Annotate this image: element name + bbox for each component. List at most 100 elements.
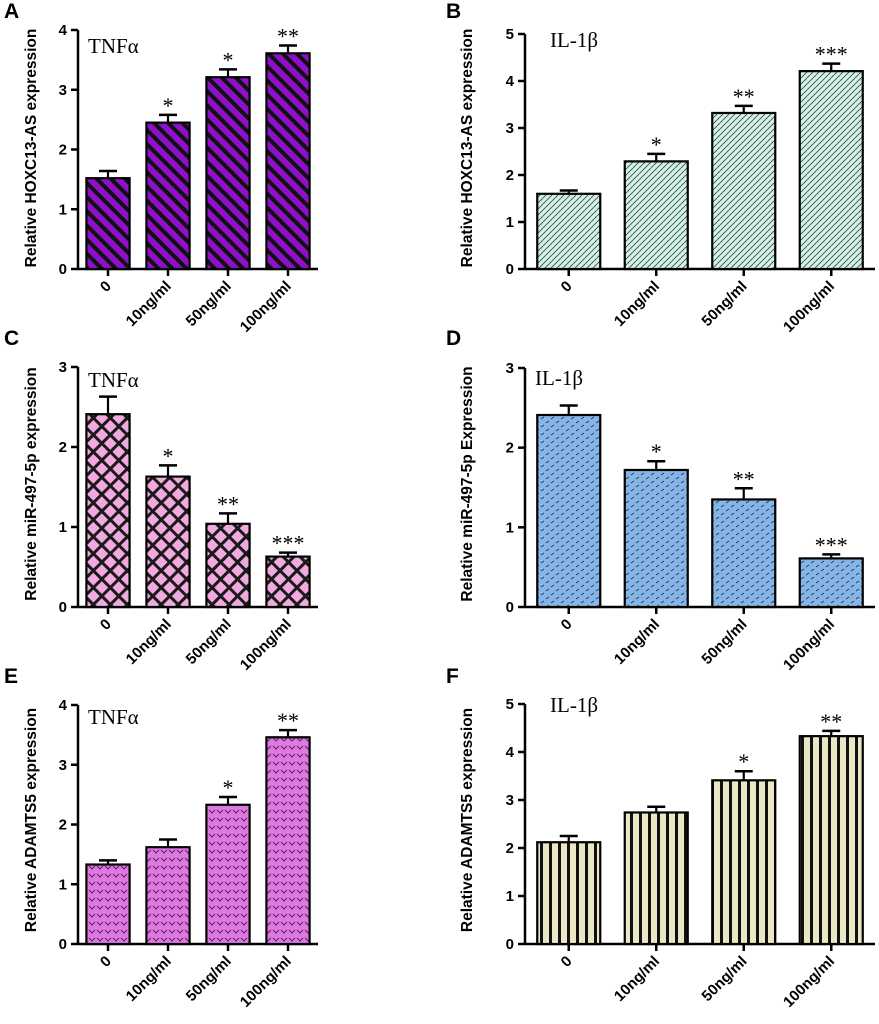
bar-50ng-ml — [711, 498, 777, 609]
chart-title: IL-1β — [550, 693, 598, 717]
y-tick-label: 1 — [506, 214, 514, 231]
y-tick-label: 4 — [59, 22, 68, 39]
x-tick-label: 50ng/ml — [698, 616, 750, 668]
x-tick-label: 100ng/ml — [780, 278, 838, 336]
bar-50ng-ml — [205, 522, 251, 609]
y-axis-label: Relative ADAMTS5 expression — [459, 708, 476, 932]
y-tick-label: 3 — [59, 757, 67, 774]
y-tick-label: 2 — [59, 439, 67, 456]
y-tick-label: 4 — [506, 744, 515, 761]
y-axis-label: Relative HOXC13-AS expression — [459, 29, 476, 268]
y-tick-label: 3 — [506, 120, 514, 137]
y-tick-label: 3 — [59, 359, 67, 376]
plot-area: 0 1 2 3 4 5 0 10ng/ml * 50ng/ml ** 100ng/ml *** — [506, 26, 875, 336]
x-tick-label: 100ng/ml — [780, 953, 838, 1011]
plot-area: 0 1 2 3 4 0 10ng/ml 50ng/ml * 100ng/ml ** — [59, 697, 318, 1011]
y-tick-label: 3 — [506, 792, 514, 809]
chart-title: IL-1β — [550, 28, 598, 52]
y-tick-label: 0 — [59, 599, 67, 616]
significance-label: ** — [277, 24, 299, 49]
bar-10ng-ml — [623, 811, 689, 946]
panel-letter: B — [446, 0, 461, 23]
chart-title: IL-1β — [535, 366, 583, 390]
x-tick-label: 50ng/ml — [698, 953, 750, 1005]
y-tick-label: 1 — [506, 888, 514, 905]
y-tick-label: 1 — [59, 876, 67, 893]
y-tick-label: 1 — [59, 201, 67, 218]
y-tick-label: 2 — [59, 817, 67, 834]
significance-label: * — [223, 775, 234, 800]
bar-50ng-ml — [205, 76, 251, 271]
y-tick-label: 0 — [59, 936, 67, 953]
bar-0 — [536, 413, 602, 609]
panel-B: B Relative HOXC13-AS expression IL-1β 0 1… — [446, 0, 875, 336]
bar-100ng-ml — [265, 555, 311, 609]
x-tick-label: 10ng/ml — [123, 616, 175, 668]
panel-letter: E — [4, 665, 18, 688]
x-tick-label: 10ng/ml — [611, 278, 663, 330]
plot-area: 0 1 2 3 0 10ng/ml * 50ng/ml ** 100ng/ml *** — [506, 360, 875, 674]
y-axis-label: Relative miR-497-5p expression — [23, 367, 40, 600]
bar-0 — [85, 177, 131, 271]
significance-label: * — [163, 443, 174, 468]
significance-label: *** — [815, 42, 848, 67]
bar-100ng-ml — [798, 557, 864, 609]
x-tick-label: 50ng/ml — [183, 278, 235, 330]
significance-label: ** — [733, 466, 755, 491]
x-tick-label: 50ng/ml — [183, 616, 235, 668]
plot-area: 0 1 2 3 4 0 10ng/ml * 50ng/ml * 100ng/ml ** — [59, 22, 318, 336]
chart-title: TNFα — [88, 705, 139, 729]
x-tick-label: 100ng/ml — [237, 616, 295, 674]
y-tick-label: 2 — [506, 840, 514, 857]
x-tick-label: 0 — [97, 953, 115, 971]
bar-10ng-ml — [145, 121, 191, 271]
y-tick-label: 1 — [59, 519, 67, 536]
panel-D: D Relative miR-497-5p Expression IL-1β 0… — [446, 327, 875, 674]
y-tick-label: 0 — [506, 261, 514, 278]
bar-10ng-ml — [623, 468, 689, 609]
x-tick-label: 10ng/ml — [611, 616, 663, 668]
x-tick-label: 100ng/ml — [780, 616, 838, 674]
significance-label: ** — [217, 491, 239, 516]
bar-0 — [536, 192, 602, 271]
y-axis-label: Relative HOXC13-AS expression — [23, 29, 40, 268]
y-tick-label: 5 — [506, 26, 514, 43]
significance-label: * — [651, 439, 662, 464]
y-tick-label: 4 — [59, 697, 68, 714]
x-tick-label: 50ng/ml — [698, 278, 750, 330]
y-tick-label: 2 — [59, 142, 67, 159]
bar-10ng-ml — [145, 846, 191, 946]
y-tick-label: 5 — [506, 696, 514, 713]
chart-title: TNFα — [88, 34, 139, 58]
bar-50ng-ml — [711, 111, 777, 271]
significance-label: * — [163, 93, 174, 118]
y-axis-label: Relative ADAMTS5 expression — [23, 708, 40, 932]
significance-label: * — [651, 132, 662, 157]
bar-10ng-ml — [145, 475, 191, 609]
x-tick-label: 0 — [558, 278, 576, 296]
x-tick-label: 10ng/ml — [123, 278, 175, 330]
significance-label: * — [223, 47, 234, 72]
bar-0 — [85, 413, 131, 609]
x-tick-label: 0 — [97, 616, 115, 634]
y-tick-label: 3 — [506, 360, 514, 377]
panel-letter: F — [446, 665, 459, 688]
bar-0 — [536, 841, 602, 946]
x-tick-label: 50ng/ml — [183, 953, 235, 1005]
plot-area: 0 1 2 3 0 10ng/ml * 50ng/ml ** 100ng/ml *** — [59, 359, 318, 674]
significance-label: *** — [272, 531, 305, 556]
bar-100ng-ml — [798, 735, 864, 946]
x-tick-label: 0 — [97, 278, 115, 296]
y-tick-label: 1 — [506, 519, 514, 536]
chart-title: TNFα — [88, 368, 139, 392]
y-tick-label: 0 — [506, 936, 514, 953]
significance-label: ** — [820, 709, 842, 734]
y-tick-label: 3 — [59, 82, 67, 99]
panel-letter: C — [4, 327, 19, 350]
significance-label: ** — [733, 84, 755, 109]
panel-letter: A — [4, 0, 19, 23]
y-tick-label: 4 — [506, 73, 515, 90]
y-tick-label: 2 — [506, 167, 514, 184]
bar-10ng-ml — [623, 160, 689, 271]
panel-E: E Relative ADAMTS5 expression TNFα 0 1 2 3 4… — [4, 665, 318, 1011]
